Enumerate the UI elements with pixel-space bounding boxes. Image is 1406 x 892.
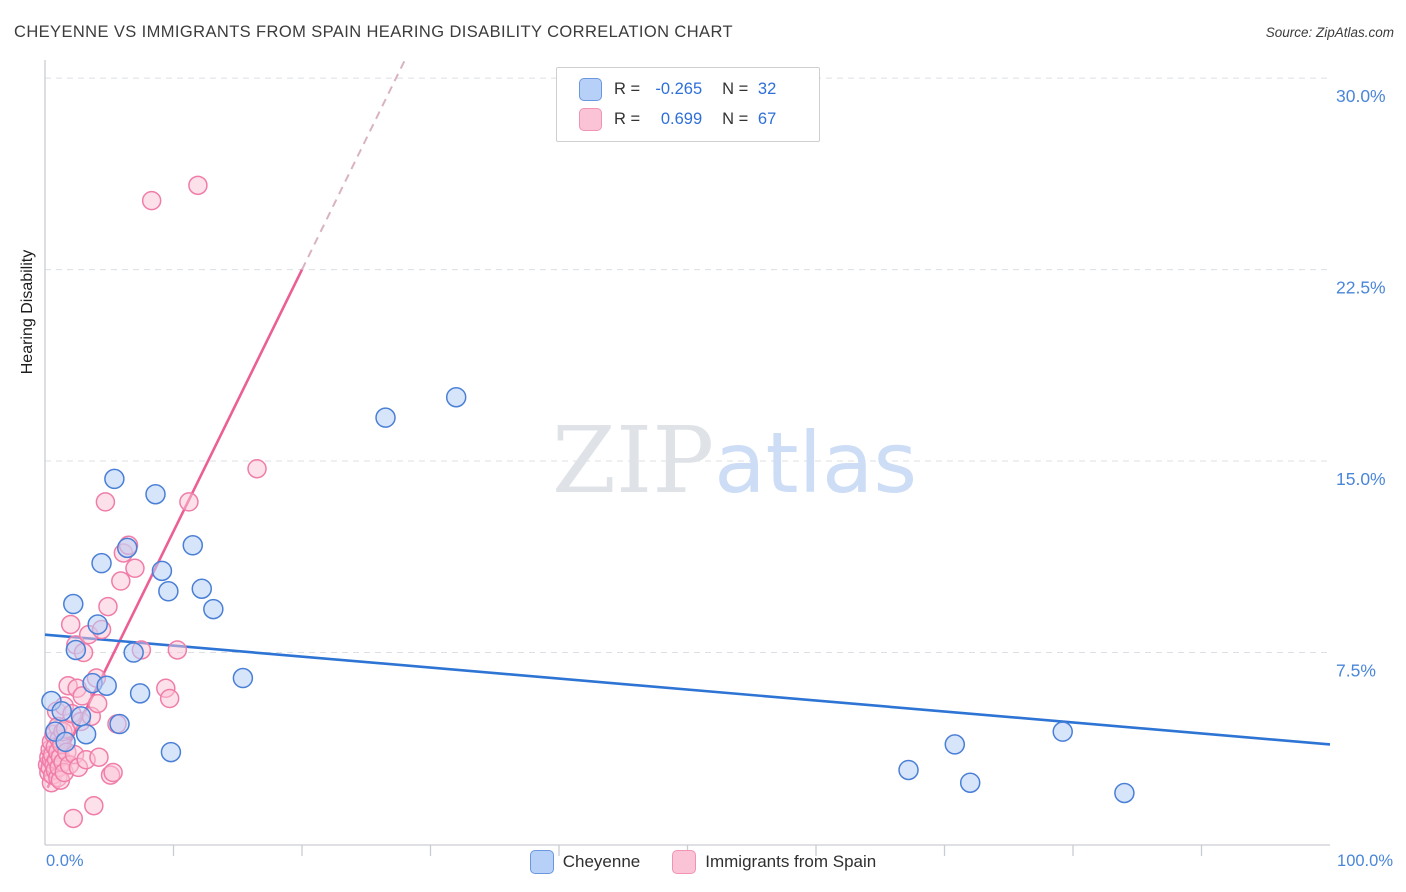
- y-axis-title: Hearing Disability: [19, 249, 36, 375]
- spain-r-value: 0.699: [660, 110, 703, 128]
- cheyenne-r-value: -0.265: [655, 80, 703, 98]
- spain-trendline-extension: [301, 59, 406, 271]
- legend-row-spain: R = 0.699 N = 67: [579, 108, 805, 131]
- data-point-spain: [95, 492, 116, 512]
- cheyenne-swatch-icon: [579, 78, 602, 101]
- data-point-cheyenne: [123, 642, 144, 663]
- legend-row-cheyenne: R = -0.265 N = 32: [579, 78, 805, 101]
- data-point-cheyenne: [151, 560, 173, 582]
- spain-legend-label: Immigrants from Spain: [705, 852, 877, 871]
- data-point-cheyenne: [109, 713, 130, 735]
- data-point-cheyenne: [1052, 721, 1073, 742]
- data-point-spain: [125, 558, 145, 579]
- data-point-cheyenne: [65, 639, 87, 661]
- cheyenne-trendline: [44, 633, 1331, 746]
- zipatlas-watermark: ZIPatlas: [552, 407, 917, 514]
- data-point-spain: [98, 596, 118, 617]
- data-point-spain: [167, 640, 188, 660]
- y-tick-label: 7.5%: [1336, 661, 1376, 681]
- data-point-cheyenne: [944, 734, 966, 755]
- spain-swatch-icon: [579, 108, 602, 131]
- cheyenne-legend-label: Cheyenne: [562, 852, 641, 871]
- source-label: Source: ZipAtlas.com: [1265, 25, 1394, 40]
- data-point-cheyenne: [116, 537, 138, 559]
- y-tick-label: 15.0%: [1336, 469, 1386, 489]
- data-point-cheyenne: [959, 772, 981, 793]
- data-point-cheyenne: [96, 675, 117, 696]
- data-point-cheyenne: [191, 578, 213, 599]
- data-point-spain: [247, 458, 267, 479]
- data-point-cheyenne: [63, 593, 84, 615]
- r-label: R =: [614, 80, 641, 98]
- data-point-cheyenne: [1114, 782, 1135, 804]
- data-point-spain: [87, 693, 108, 714]
- data-point-cheyenne: [375, 407, 396, 428]
- n-label: N =: [722, 110, 749, 128]
- correlation-legend-box: R = -0.265 N = 32 R = 0.699 N = 67: [556, 67, 820, 142]
- data-point-cheyenne: [51, 700, 72, 722]
- spain-legend-swatch-icon: [672, 850, 697, 874]
- data-point-spain: [103, 762, 123, 783]
- data-point-spain: [179, 492, 199, 512]
- data-point-cheyenne: [203, 598, 224, 620]
- chart-title: CHEYENNE VS IMMIGRANTS FROM SPAIN HEARIN…: [14, 23, 733, 41]
- data-point-cheyenne: [87, 614, 108, 635]
- data-point-spain: [159, 688, 180, 709]
- x-axis-min-label: 0.0%: [46, 852, 84, 870]
- data-point-spain: [111, 571, 131, 591]
- data-point-spain: [84, 795, 104, 816]
- x-axis-max-label: 100.0%: [1337, 852, 1393, 870]
- data-point-cheyenne: [70, 706, 92, 727]
- n-label: N =: [722, 80, 749, 98]
- r-label: R =: [614, 110, 641, 128]
- y-tick-label: 22.5%: [1336, 278, 1386, 298]
- cheyenne-legend-swatch-icon: [529, 850, 554, 874]
- data-point-cheyenne: [104, 468, 125, 490]
- data-point-cheyenne: [55, 731, 76, 753]
- data-point-spain: [63, 808, 84, 829]
- data-point-spain: [188, 175, 208, 196]
- data-point-cheyenne: [75, 723, 97, 745]
- data-point-cheyenne: [898, 759, 919, 781]
- data-point-cheyenne: [129, 683, 151, 704]
- data-point-cheyenne: [182, 535, 204, 556]
- data-point-cheyenne: [91, 552, 112, 574]
- spain-n-value: 67: [757, 110, 777, 128]
- legend-item-cheyenne: Cheyenne: [529, 850, 641, 874]
- data-point-cheyenne: [232, 667, 254, 689]
- data-point-cheyenne: [145, 483, 166, 505]
- data-point-cheyenne: [160, 741, 182, 763]
- legend-item-spain: Immigrants from Spain: [672, 850, 876, 874]
- data-point-cheyenne: [158, 581, 179, 602]
- data-point-spain: [89, 747, 109, 767]
- y-tick-label: 30.0%: [1336, 86, 1386, 106]
- series-legend: Cheyenne Immigrants from Spain: [0, 850, 1406, 874]
- cheyenne-n-value: 32: [757, 80, 777, 98]
- data-point-spain: [141, 190, 162, 211]
- data-point-cheyenne: [445, 386, 467, 408]
- data-point-spain: [60, 614, 81, 635]
